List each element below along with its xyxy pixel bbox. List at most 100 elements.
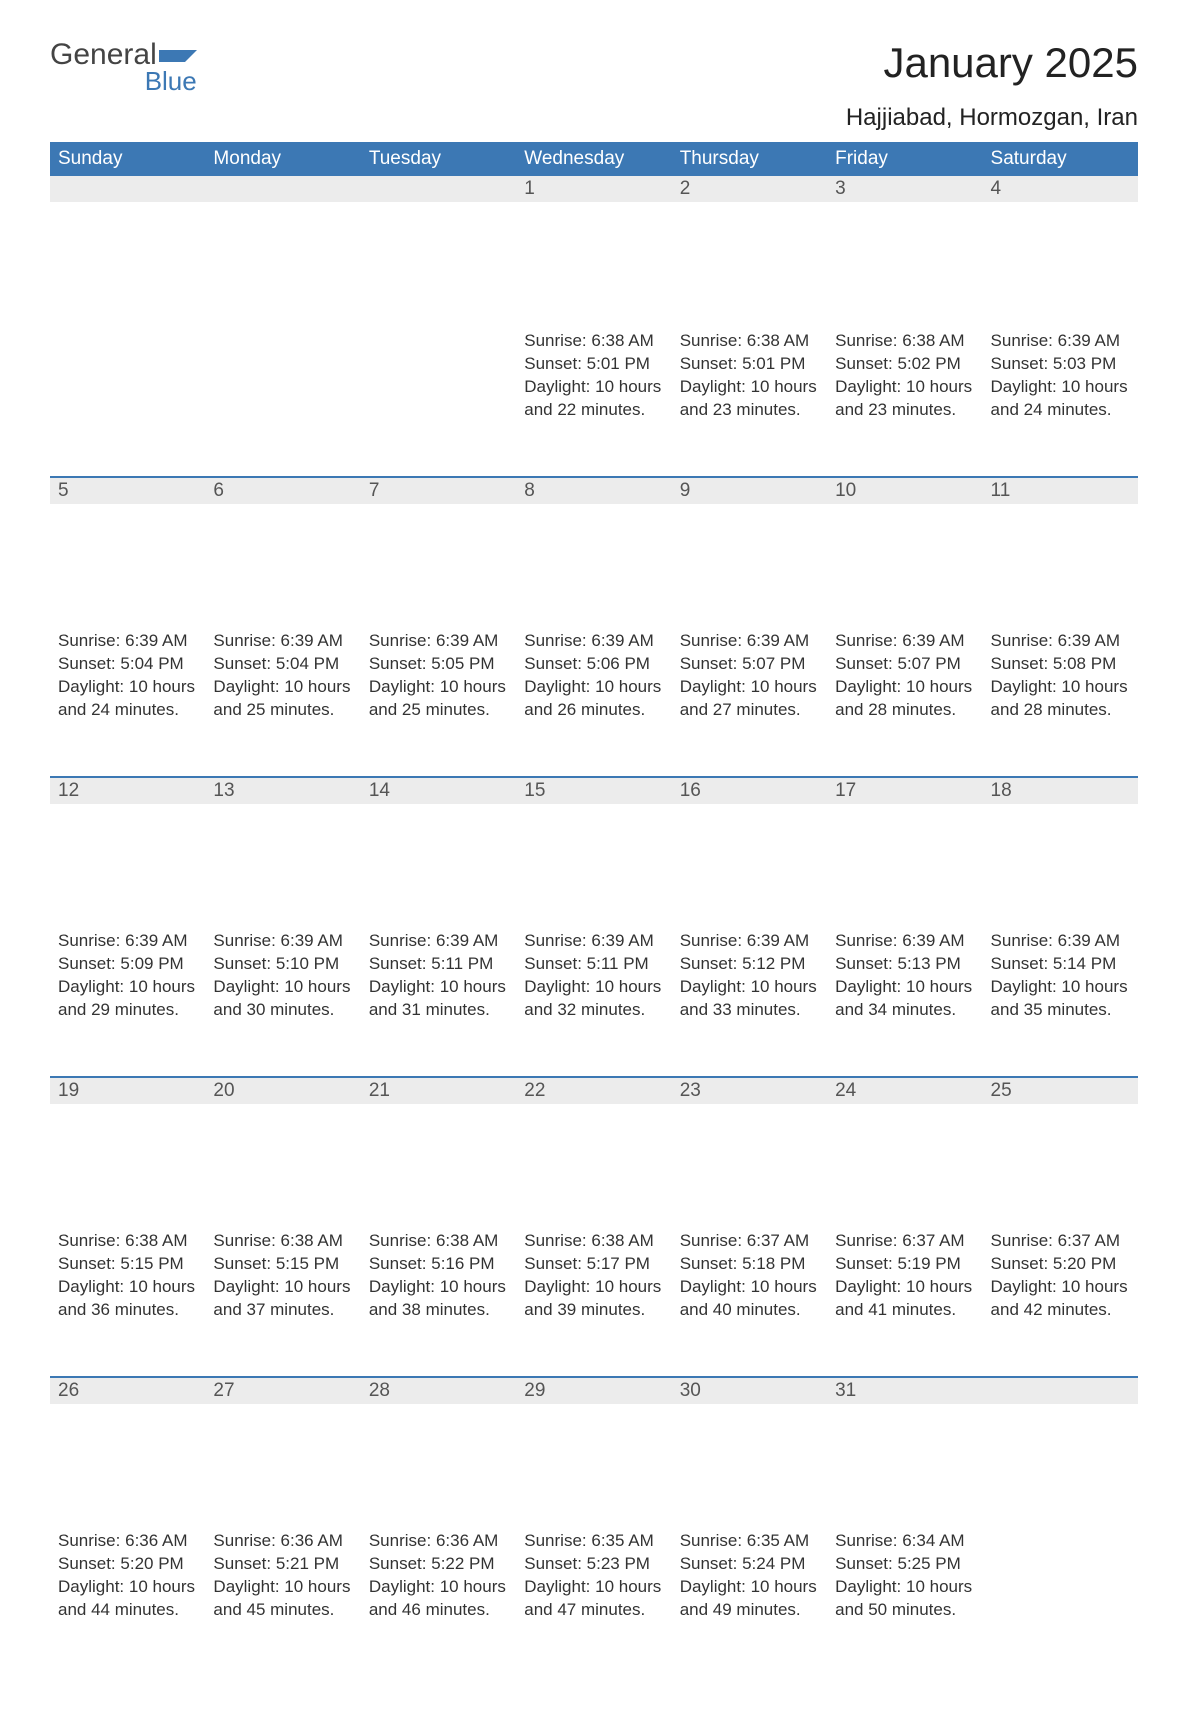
- daylight-line: Daylight: 10 hours and 24 minutes.: [991, 376, 1130, 422]
- sunset-value: 5:13 PM: [898, 954, 961, 973]
- sunrise-value: 6:39 AM: [281, 631, 343, 650]
- day-cell: Sunrise: 6:36 AMSunset: 5:20 PMDaylight:…: [50, 1526, 205, 1676]
- sunset-label: Sunset:: [369, 654, 427, 673]
- sunset-label: Sunset:: [835, 1554, 893, 1573]
- day-cell: Sunrise: 6:39 AMSunset: 5:08 PMDaylight:…: [983, 626, 1138, 776]
- day-cell: Sunrise: 6:39 AMSunset: 5:03 PMDaylight:…: [983, 326, 1138, 476]
- sunrise-line: Sunrise: 6:39 AM: [524, 930, 663, 953]
- sunrise-label: Sunrise:: [524, 931, 586, 950]
- sunset-label: Sunset:: [680, 1554, 738, 1573]
- day-cell: Sunrise: 6:38 AMSunset: 5:16 PM Daylight:…: [361, 1226, 516, 1376]
- day-number-cell: 1: [516, 176, 671, 326]
- sunrise-label: Sunrise:: [835, 931, 897, 950]
- day-body: Sunrise: 6:34 AMSunset: 5:25 PMDaylight:…: [827, 1526, 982, 1640]
- sunrise-line: Sunrise: 6:36 AM: [213, 1530, 352, 1553]
- sunset-value: 5:20 PM: [120, 1554, 183, 1573]
- sunrise-label: Sunrise:: [58, 931, 120, 950]
- day-body: Sunrise: 6:39 AMSunset: 5:03 PMDaylight:…: [983, 326, 1138, 440]
- day-number-cell: 22: [516, 1076, 671, 1226]
- daylight-line: Daylight: 10 hours and 31 minutes.: [369, 976, 508, 1022]
- sunset-label: Sunset:: [991, 1254, 1049, 1273]
- daylight-line: Daylight: 10 hours and 34 minutes.: [835, 976, 974, 1022]
- sunrise-value: 6:38 AM: [591, 1231, 653, 1250]
- daylight-label: Daylight:: [835, 977, 901, 996]
- sunrise-label: Sunrise:: [680, 631, 742, 650]
- sunrise-label: Sunrise:: [835, 1531, 897, 1550]
- day-cell: Sunrise: 6:38 AMSunset: 5:15 PMDaylight:…: [205, 1226, 360, 1376]
- daylight-line: Daylight: 10 hours and 35 minutes.: [991, 976, 1130, 1022]
- sunset-value: 5:12 PM: [742, 954, 805, 973]
- daylight-label: Daylight:: [991, 977, 1057, 996]
- day-body: Sunrise: 6:39 AMSunset: 5:11 PMDaylight:…: [361, 926, 516, 1040]
- daylight-label: Daylight:: [369, 1277, 435, 1296]
- sunset-value: 5:11 PM: [431, 954, 493, 973]
- sunset-value: 5:23 PM: [587, 1554, 650, 1573]
- sunset-value: 5:16 PM: [431, 1254, 494, 1273]
- day-body: Sunrise: 6:39 AMSunset: 5:14 PMDaylight:…: [983, 926, 1138, 1040]
- sunset-value: 5:04 PM: [120, 654, 183, 673]
- daylight-line: Daylight: 10 hours and 24 minutes.: [58, 676, 197, 722]
- sunrise-label: Sunrise:: [369, 1231, 431, 1250]
- sunrise-label: Sunrise:: [680, 1531, 742, 1550]
- sunset-label: Sunset:: [991, 654, 1049, 673]
- sunset-value: 5:19 PM: [898, 1254, 961, 1273]
- sunset-value: 5:08 PM: [1053, 654, 1116, 673]
- day-cell: Sunrise: 6:39 AMSunset: 5:06 PMDaylight:…: [516, 626, 671, 776]
- day-body: Sunrise: 6:36 AMSunset: 5:21 PMDaylight:…: [205, 1526, 360, 1640]
- sunset-line: Sunset: 5:04 PM: [213, 653, 352, 676]
- sunrise-label: Sunrise:: [991, 931, 1053, 950]
- sunrise-value: 6:34 AM: [902, 1531, 964, 1550]
- day-body: Sunrise: 6:37 AMSunset: 5:18 PMDaylight:…: [672, 1226, 827, 1340]
- day-cell: Sunrise: 6:39 AMSunset: 5:09 PMDaylight:…: [50, 926, 205, 1076]
- day-cell: Sunrise: 6:37 AMSunset: 5:19 PMDaylight:…: [827, 1226, 982, 1376]
- sunrise-value: 6:36 AM: [281, 1531, 343, 1550]
- day-body: Sunrise: 6:39 AMSunset: 5:07 PMDaylight:…: [827, 626, 982, 740]
- brand-name: General Blue: [50, 40, 197, 94]
- sunset-line: Sunset: 5:06 PM: [524, 653, 663, 676]
- daylight-line: Daylight: 10 hours and 39 minutes.: [524, 1276, 663, 1322]
- sunset-label: Sunset:: [835, 354, 893, 373]
- day-body: Sunrise: 6:38 AMSunset: 5:17 PMDaylight:…: [516, 1226, 671, 1340]
- sunset-value: 5:01 PM: [742, 354, 805, 373]
- sunrise-line: Sunrise: 6:39 AM: [213, 630, 352, 653]
- sunset-line: Sunset: 5:15 PM: [213, 1253, 352, 1276]
- sunrise-label: Sunrise:: [213, 1531, 275, 1550]
- day-body: Sunrise: 6:38 AMSunset: 5:02 PMDaylight:…: [827, 326, 982, 440]
- sunrise-label: Sunrise:: [991, 631, 1053, 650]
- daylight-label: Daylight:: [213, 677, 279, 696]
- day-body: Sunrise: 6:35 AMSunset: 5:24 PMDaylight:…: [672, 1526, 827, 1640]
- sunrise-line: Sunrise: 6:35 AM: [680, 1530, 819, 1553]
- sunset-value: 5:07 PM: [898, 654, 961, 673]
- day-number-cell: 7: [361, 476, 516, 626]
- sunset-label: Sunset:: [680, 654, 738, 673]
- sunrise-line: Sunrise: 6:38 AM: [369, 1230, 508, 1253]
- sunrise-value: 6:39 AM: [1058, 931, 1120, 950]
- sunrise-line: Sunrise: 6:38 AM: [680, 330, 819, 353]
- sunset-line: Sunset: 5:09 PM: [58, 953, 197, 976]
- day-cell: Sunrise: 6:38 AMSunset: 5:01 PMDaylight:…: [672, 326, 827, 476]
- sunrise-line: Sunrise: 6:39 AM: [213, 930, 352, 953]
- location-subtitle: Hajjiabad, Hormozgan, Iran: [846, 104, 1138, 132]
- daylight-line: Daylight: 10 hours and 46 minutes.: [369, 1576, 508, 1622]
- day-body: Sunrise: 6:39 AMSunset: 5:04 PMDaylight:…: [205, 626, 360, 740]
- sunset-line: Sunset: 5:03 PM: [991, 353, 1130, 376]
- calendar-table: SundayMondayTuesdayWednesdayThursdayFrid…: [50, 142, 1138, 1676]
- sunset-label: Sunset:: [369, 1254, 427, 1273]
- day-cell: Sunrise: 6:37 AMSunset: 5:20 PMDaylight:…: [983, 1226, 1138, 1376]
- sunrise-value: 6:39 AM: [747, 631, 809, 650]
- sunset-value: 5:06 PM: [587, 654, 650, 673]
- sunset-line: Sunset: 5:20 PM: [58, 1553, 197, 1576]
- day-cell: Sunrise: 6:39 AMSunset: 5:12 PMDaylight:…: [672, 926, 827, 1076]
- sunset-line: Sunset: 5:19 PM: [835, 1253, 974, 1276]
- daylight-line: Daylight: 10 hours and 47 minutes.: [524, 1576, 663, 1622]
- sunrise-value: 6:36 AM: [125, 1531, 187, 1550]
- daylight-label: Daylight:: [524, 1577, 590, 1596]
- sunset-value: 5:03 PM: [1053, 354, 1116, 373]
- sunset-label: Sunset:: [213, 654, 271, 673]
- sunset-line: Sunset: 5:11 PM: [524, 953, 663, 976]
- sunrise-value: 6:38 AM: [747, 331, 809, 350]
- sunset-label: Sunset:: [524, 1554, 582, 1573]
- daylight-line: Daylight: 10 hours and 25 minutes.: [213, 676, 352, 722]
- sunrise-label: Sunrise:: [991, 331, 1053, 350]
- topbar: General Blue January 2025 Hajjiabad, Hor…: [50, 40, 1138, 132]
